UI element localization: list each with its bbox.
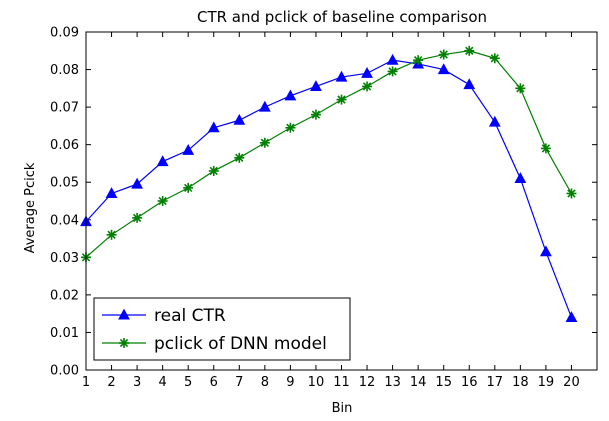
data-point [540, 245, 552, 257]
x-tick-label: 14 [410, 375, 427, 390]
axis-ticks: 1 2 3 4 5 6 7 8 9 10 11 12 13 14 15 16 17 18 19 200.000.010… [50, 26, 597, 390]
x-tick-label: 6 [210, 375, 218, 390]
data-point [207, 121, 220, 133]
x-tick-label: 12 [359, 375, 376, 390]
data-point [183, 182, 194, 193]
legend: real CTR pclick of DNN model [93, 297, 351, 361]
data-point [234, 152, 245, 163]
y-tick-label: 0.00 [50, 364, 79, 379]
y-tick-label: 0.05 [50, 176, 79, 191]
data-point [156, 155, 169, 167]
y-tick-label: 0.01 [50, 326, 79, 341]
y-tick-label: 0.06 [50, 138, 79, 153]
x-tick-label: 10 [308, 375, 325, 390]
legend-marker [118, 308, 130, 320]
data-point [514, 172, 527, 183]
legend-label: pclick of DNN model [154, 334, 327, 354]
x-tick-label: 20 [563, 375, 580, 390]
data-point [386, 53, 399, 65]
data-point [437, 63, 450, 75]
legend-items: real CTR pclick of DNN model [102, 306, 327, 354]
legend-box [93, 297, 351, 361]
x-tick-label: 19 [538, 375, 555, 390]
data-point [131, 177, 143, 189]
data-point [488, 115, 501, 127]
data-point [233, 113, 246, 125]
x-tick-label: 15 [435, 375, 452, 390]
y-axis-label: Average Pcick [23, 162, 38, 253]
series-line [85, 50, 572, 258]
data-point [105, 187, 118, 199]
y-tick-label: 0.08 [50, 63, 79, 78]
data-point [157, 196, 168, 206]
data-point [335, 70, 348, 82]
data-point [565, 311, 578, 322]
series-pclick-of-dnn-model [81, 45, 577, 263]
x-tick-label: 11 [333, 375, 350, 390]
x-tick-label: 18 [512, 375, 529, 390]
data-point [515, 83, 526, 94]
chart-title: CTR and pclick of baseline comparison [197, 8, 487, 26]
data-point [106, 229, 117, 240]
data-point [489, 53, 500, 64]
data-point [208, 165, 219, 176]
series-line [85, 59, 573, 318]
x-tick-label: 7 [235, 375, 243, 390]
data-point [540, 143, 551, 154]
x-tick-label: 5 [184, 375, 192, 390]
data-point [132, 212, 143, 223]
data-point [284, 89, 297, 101]
y-tick-label: 0.03 [50, 251, 79, 266]
data-point [310, 80, 322, 91]
y-tick-label: 0.04 [50, 213, 79, 228]
data-point [361, 66, 373, 78]
y-tick-label: 0.07 [50, 101, 79, 116]
legend-label: real CTR [154, 306, 226, 326]
data-point [566, 188, 577, 199]
data-point [438, 49, 449, 60]
y-tick-label: 0.02 [50, 288, 79, 303]
data-point [413, 55, 424, 66]
legend-marker [119, 338, 129, 348]
series-real-ctr [80, 53, 578, 322]
x-tick-label: 9 [286, 375, 294, 390]
x-tick-label: 8 [261, 375, 269, 390]
data-point [310, 109, 321, 120]
x-tick-label: 17 [487, 375, 504, 390]
plot-frame [85, 31, 598, 371]
data-point [463, 78, 476, 90]
y-tick-label: 0.09 [50, 26, 79, 41]
data-point [285, 122, 296, 133]
x-tick-label: 3 [133, 375, 141, 390]
x-axis-label: Bin [332, 401, 353, 416]
data-point [362, 81, 373, 92]
data-point [387, 66, 398, 77]
x-tick-label: 2 [107, 375, 115, 390]
x-tick-label: 13 [384, 375, 401, 390]
data-point [336, 94, 347, 105]
x-tick-label: 1 [82, 375, 90, 390]
x-tick-label: 16 [461, 375, 478, 390]
data-point [464, 45, 475, 56]
data-point [259, 137, 270, 148]
plot-series [80, 45, 578, 322]
x-tick-label: 4 [159, 375, 167, 390]
data-point [258, 100, 271, 112]
data-point [182, 143, 195, 155]
